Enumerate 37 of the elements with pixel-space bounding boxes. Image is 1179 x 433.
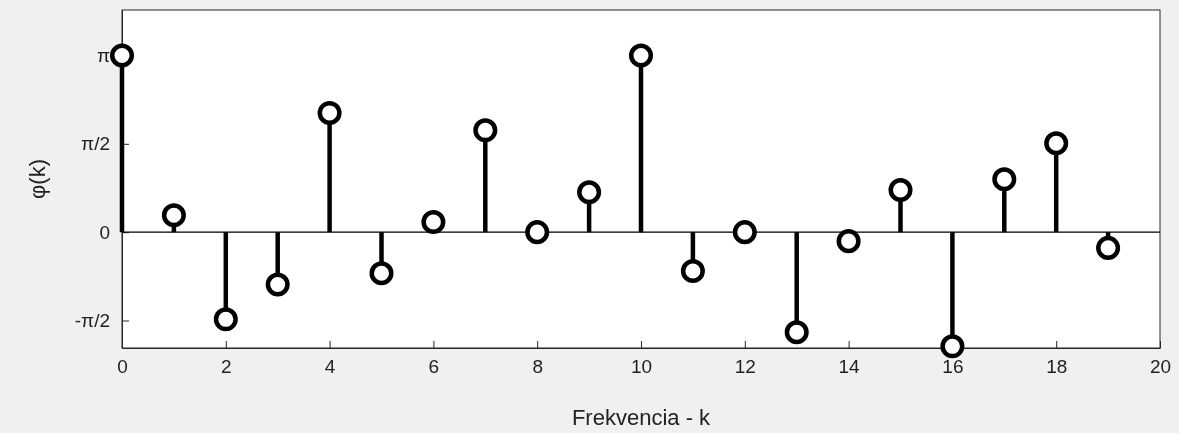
x-tick-label: 2 — [221, 356, 232, 378]
y-tick-label: -π/2 — [74, 310, 110, 332]
x-tick-label: 6 — [428, 356, 440, 378]
point — [940, 334, 965, 359]
point — [525, 220, 550, 245]
x-tick-label: 20 — [1149, 356, 1172, 378]
point — [577, 180, 602, 205]
point — [109, 43, 135, 68]
x-tick-label: 10 — [630, 356, 653, 378]
point — [992, 167, 1017, 192]
x-axis-title: Frekvencia - k — [571, 405, 712, 430]
y-tick-label: π — [96, 45, 110, 67]
point — [836, 229, 861, 254]
point — [317, 100, 342, 125]
point — [680, 258, 705, 283]
x-tick-label: 18 — [1046, 356, 1068, 378]
point — [1044, 131, 1069, 156]
point — [213, 307, 238, 332]
point — [473, 118, 498, 143]
x-tick-label: 8 — [532, 356, 543, 378]
point — [628, 43, 654, 68]
x-tick-label: 16 — [942, 356, 964, 378]
x-tick-label: 14 — [838, 356, 861, 378]
x-tick-label: 0 — [117, 356, 128, 378]
point — [161, 203, 186, 228]
point — [369, 261, 394, 286]
x-tick-label: 4 — [324, 356, 336, 378]
y-tick-label: π/2 — [81, 133, 110, 155]
y-axis-title: φ(k) — [25, 159, 50, 199]
point — [784, 320, 809, 345]
point — [888, 177, 913, 202]
point — [265, 272, 290, 297]
point — [732, 220, 757, 245]
x-tick-label: 12 — [734, 356, 756, 378]
point — [421, 210, 446, 235]
point — [1096, 235, 1121, 260]
y-tick-label: 0 — [99, 221, 110, 243]
